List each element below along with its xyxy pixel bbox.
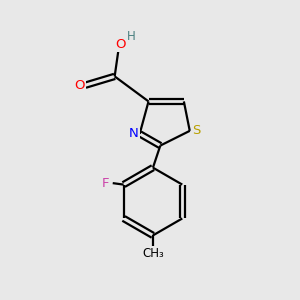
- Text: H: H: [127, 30, 135, 43]
- Text: S: S: [192, 124, 200, 137]
- Text: O: O: [75, 79, 85, 92]
- Text: CH₃: CH₃: [142, 247, 164, 260]
- Text: F: F: [102, 177, 110, 190]
- Text: N: N: [129, 127, 139, 140]
- Text: O: O: [115, 38, 126, 51]
